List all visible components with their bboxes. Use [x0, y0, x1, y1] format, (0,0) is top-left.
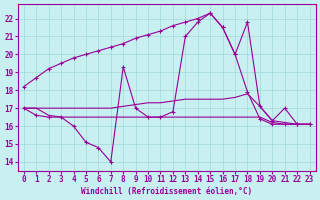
X-axis label: Windchill (Refroidissement éolien,°C): Windchill (Refroidissement éolien,°C) — [81, 187, 252, 196]
